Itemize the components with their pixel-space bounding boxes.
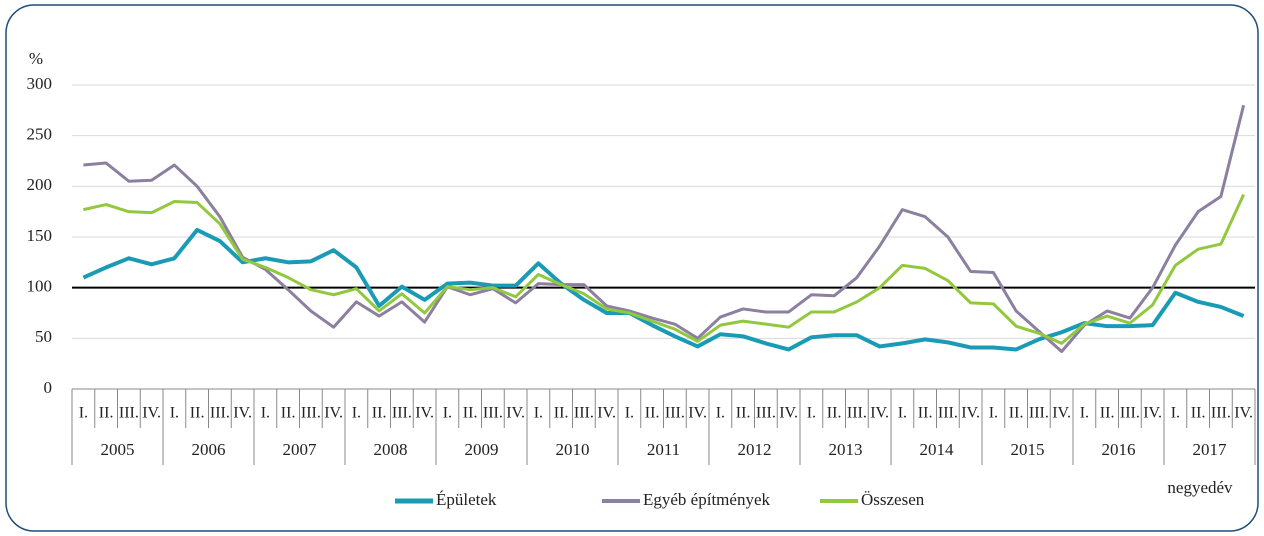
x-tick-label: III. bbox=[847, 405, 867, 422]
x-tick-label: IV. bbox=[870, 405, 889, 422]
x-tick-label: II. bbox=[736, 405, 751, 422]
frame bbox=[5, 4, 1259, 532]
x-tick-label: III. bbox=[756, 405, 776, 422]
y-tick-label: 150 bbox=[27, 226, 53, 245]
x-tick-label: II. bbox=[1100, 405, 1115, 422]
x-tick-label: III. bbox=[574, 405, 594, 422]
x-tick-label: II. bbox=[1009, 405, 1024, 422]
year-label: 2014 bbox=[920, 440, 955, 459]
x-tick-label: IV. bbox=[324, 405, 343, 422]
x-tick-label: III. bbox=[392, 405, 412, 422]
legend-label: Egyéb építmények bbox=[643, 490, 770, 509]
x-tick-label: I. bbox=[352, 405, 361, 422]
x-tick-label: IV. bbox=[779, 405, 798, 422]
y-tick-label: 250 bbox=[27, 125, 53, 144]
x-tick-label: IV. bbox=[597, 405, 616, 422]
x-tick-label: III. bbox=[665, 405, 685, 422]
series-line bbox=[83, 104, 1246, 354]
x-tick-label: III. bbox=[1211, 405, 1231, 422]
x-tick-label: III. bbox=[483, 405, 503, 422]
y-unit: % bbox=[29, 49, 43, 68]
x-tick-label: I. bbox=[716, 405, 725, 422]
x-tick-label: IV. bbox=[1143, 405, 1162, 422]
year-label: 2012 bbox=[738, 440, 772, 459]
year-label: 2016 bbox=[1102, 440, 1136, 459]
x-tick-label: I. bbox=[261, 405, 270, 422]
x-tick-label: I. bbox=[170, 405, 179, 422]
x-tick-label: IV. bbox=[961, 405, 980, 422]
year-label: 2015 bbox=[1011, 440, 1045, 459]
x-tick-label: II. bbox=[372, 405, 387, 422]
x-tick-label: III. bbox=[210, 405, 230, 422]
y-tick-label: 100 bbox=[27, 277, 53, 296]
series-line bbox=[83, 193, 1245, 345]
y-tick-label: 0 bbox=[44, 378, 53, 397]
year-label: 2017 bbox=[1193, 440, 1228, 459]
year-label: 2011 bbox=[647, 440, 680, 459]
x-tick-label: II. bbox=[281, 405, 296, 422]
x-tick-label: I. bbox=[79, 405, 88, 422]
y-tick-label: 300 bbox=[27, 74, 53, 93]
x-tick-label: II. bbox=[190, 405, 205, 422]
year-label: 2010 bbox=[556, 440, 590, 459]
year-label: 2005 bbox=[101, 440, 135, 459]
year-label: 2008 bbox=[374, 440, 408, 459]
x-tick-label: IV. bbox=[1052, 405, 1071, 422]
x-tick-label: I. bbox=[1080, 405, 1089, 422]
x-tick-label: II. bbox=[827, 405, 842, 422]
x-tick-label: II. bbox=[554, 405, 569, 422]
x-tick-label: I. bbox=[807, 405, 816, 422]
x-tick-label: I. bbox=[534, 405, 543, 422]
x-tick-label: III. bbox=[119, 405, 139, 422]
x-tick-label: II. bbox=[99, 405, 114, 422]
x-tick-label: II. bbox=[645, 405, 660, 422]
legend-label: Összesen bbox=[861, 490, 925, 509]
y-tick-label: 200 bbox=[27, 175, 53, 194]
x-tick-label: II. bbox=[1191, 405, 1206, 422]
year-label: 2007 bbox=[283, 440, 318, 459]
y-tick-label: 50 bbox=[35, 327, 52, 346]
x-tick-label: IV. bbox=[1234, 405, 1253, 422]
x-tick-label: IV. bbox=[415, 405, 434, 422]
x-tick-label: III. bbox=[301, 405, 321, 422]
x-tick-label: I. bbox=[989, 405, 998, 422]
x-tick-label: IV. bbox=[688, 405, 707, 422]
x-tick-label: IV. bbox=[142, 405, 161, 422]
x-tick-label: I. bbox=[443, 405, 452, 422]
x-tick-label: I. bbox=[625, 405, 634, 422]
x-tick-label: IV. bbox=[506, 405, 525, 422]
series-line bbox=[82, 227, 1245, 352]
x-tick-label: II. bbox=[463, 405, 478, 422]
x-tick-label: III. bbox=[1120, 405, 1140, 422]
x-tick-label: IV. bbox=[233, 405, 252, 422]
x-tick-label: III. bbox=[938, 405, 958, 422]
x-tick-label: I. bbox=[1171, 405, 1180, 422]
x-tick-label: III. bbox=[1029, 405, 1049, 422]
year-label: 2013 bbox=[829, 440, 863, 459]
year-label: 2006 bbox=[192, 440, 226, 459]
x-axis-label: negyedév bbox=[1167, 478, 1233, 497]
x-tick-label: I. bbox=[898, 405, 907, 422]
year-label: 2009 bbox=[465, 440, 499, 459]
x-tick-label: II. bbox=[918, 405, 933, 422]
legend-label: Épületek bbox=[436, 490, 497, 509]
